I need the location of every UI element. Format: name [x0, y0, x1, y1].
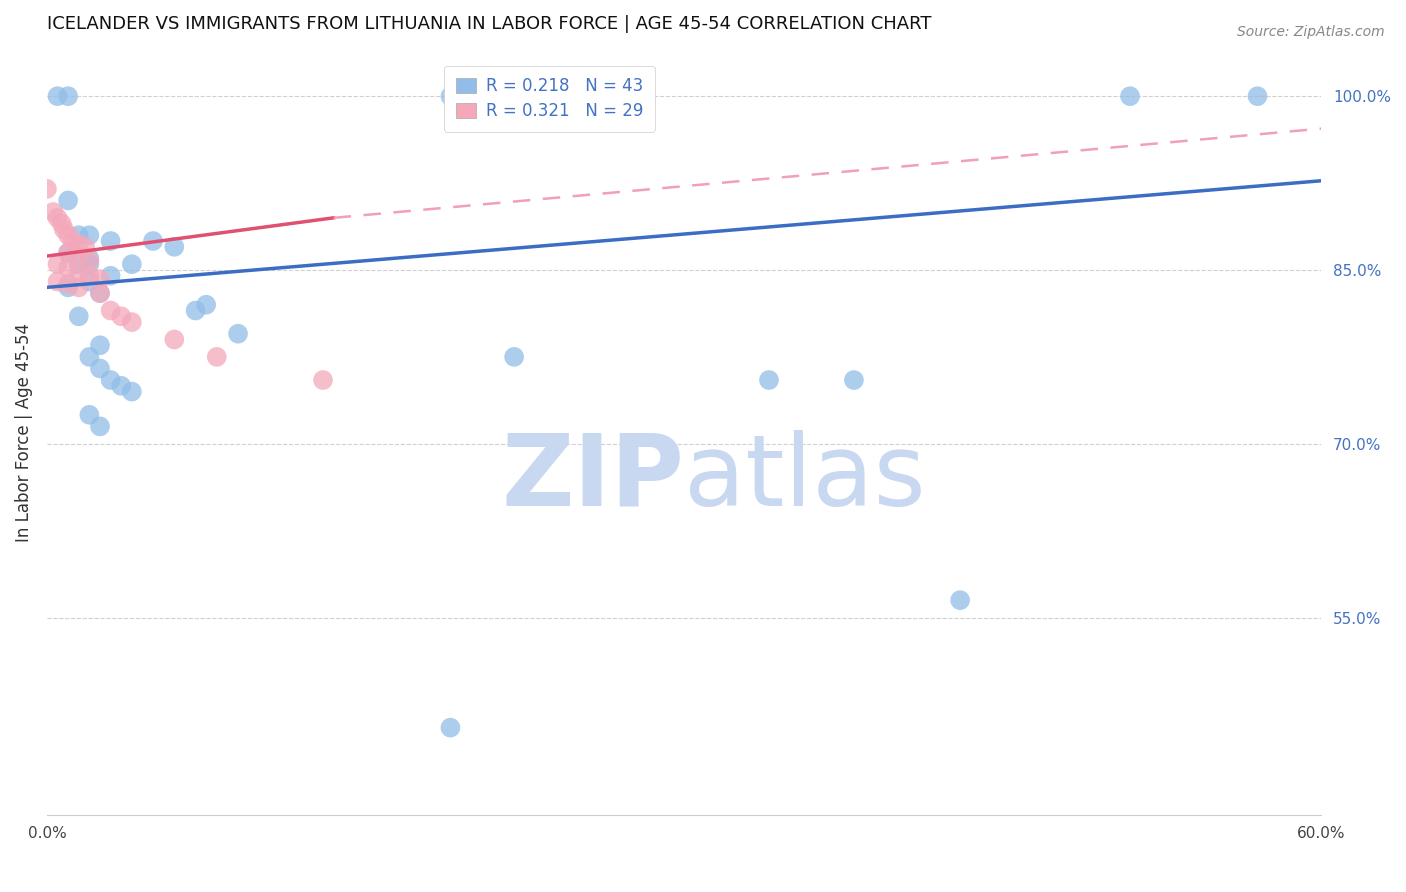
Point — [1246, 89, 1268, 103]
Legend: R = 0.218   N = 43, R = 0.321   N = 29: R = 0.218 N = 43, R = 0.321 N = 29 — [444, 66, 655, 132]
Point — [471, 89, 494, 103]
Point — [42, 205, 65, 219]
Point — [100, 268, 122, 283]
Point — [513, 89, 536, 103]
Point — [121, 384, 143, 399]
Point — [226, 326, 249, 341]
Point — [195, 298, 218, 312]
Point — [100, 373, 122, 387]
Point — [460, 89, 482, 103]
Point — [67, 228, 90, 243]
Point — [46, 275, 69, 289]
Point — [52, 222, 75, 236]
Point — [503, 89, 526, 103]
Point — [46, 89, 69, 103]
Point — [142, 234, 165, 248]
Point — [89, 286, 111, 301]
Point — [56, 228, 79, 243]
Point — [67, 265, 90, 279]
Point — [1119, 89, 1142, 103]
Point — [79, 252, 101, 266]
Point — [79, 253, 101, 268]
Point — [842, 373, 865, 387]
Point — [79, 350, 101, 364]
Point — [56, 194, 79, 208]
Point — [79, 257, 101, 271]
Point — [35, 182, 58, 196]
Point — [67, 237, 90, 252]
Point — [534, 89, 557, 103]
Text: atlas: atlas — [685, 430, 925, 526]
Point — [503, 89, 526, 103]
Point — [67, 310, 90, 324]
Point — [184, 303, 207, 318]
Point — [630, 89, 652, 103]
Point — [439, 721, 461, 735]
Point — [79, 268, 101, 283]
Point — [949, 593, 972, 607]
Point — [89, 272, 111, 286]
Point — [609, 89, 631, 103]
Point — [56, 245, 79, 260]
Point — [110, 310, 132, 324]
Point — [79, 408, 101, 422]
Point — [46, 257, 69, 271]
Point — [89, 419, 111, 434]
Point — [56, 277, 79, 291]
Text: ZIP: ZIP — [501, 430, 685, 526]
Point — [163, 240, 186, 254]
Point — [89, 286, 111, 301]
Point — [79, 275, 101, 289]
Y-axis label: In Labor Force | Age 45-54: In Labor Force | Age 45-54 — [15, 323, 32, 541]
Point — [89, 338, 111, 352]
Point — [60, 234, 83, 248]
Point — [205, 350, 228, 364]
Point — [56, 280, 79, 294]
Point — [163, 333, 186, 347]
Point — [546, 89, 568, 103]
Point — [67, 257, 90, 271]
Point — [51, 217, 73, 231]
Point — [89, 361, 111, 376]
Point — [56, 260, 79, 275]
Point — [56, 89, 79, 103]
Text: ICELANDER VS IMMIGRANTS FROM LITHUANIA IN LABOR FORCE | AGE 45-54 CORRELATION CH: ICELANDER VS IMMIGRANTS FROM LITHUANIA I… — [46, 15, 931, 33]
Point — [100, 234, 122, 248]
Point — [79, 228, 101, 243]
Point — [555, 89, 578, 103]
Point — [121, 257, 143, 271]
Point — [75, 240, 97, 254]
Point — [67, 249, 90, 263]
Point — [100, 303, 122, 318]
Point — [67, 280, 90, 294]
Point — [439, 89, 461, 103]
Point — [46, 211, 69, 225]
Point — [110, 379, 132, 393]
Point — [503, 350, 526, 364]
Point — [121, 315, 143, 329]
Point — [56, 245, 79, 260]
Point — [312, 373, 335, 387]
Point — [758, 373, 780, 387]
Text: Source: ZipAtlas.com: Source: ZipAtlas.com — [1237, 25, 1385, 39]
